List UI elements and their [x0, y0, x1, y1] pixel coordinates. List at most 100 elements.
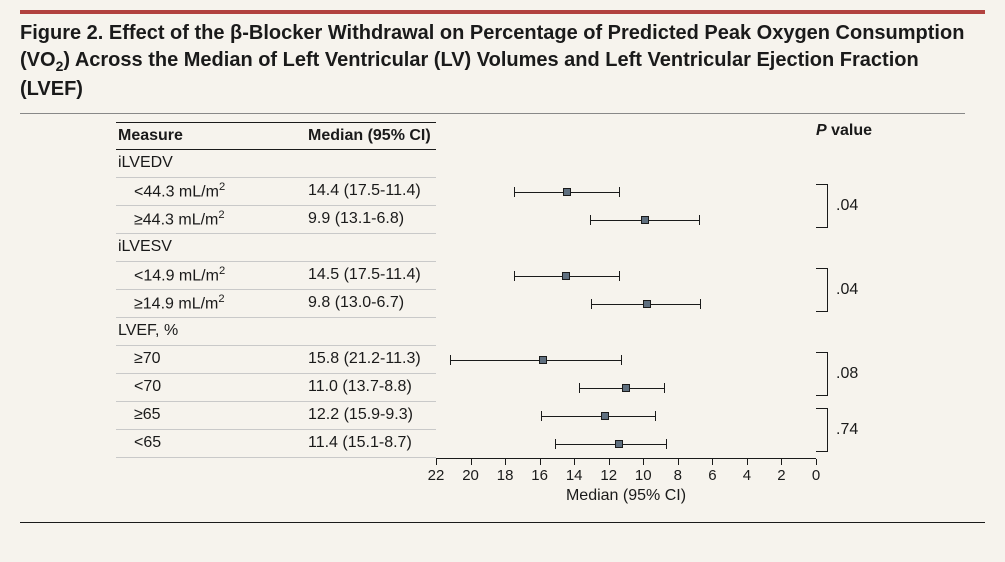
ci-whisker	[619, 271, 620, 281]
axis-tick-label: 22	[428, 467, 445, 484]
forest-row	[436, 262, 816, 290]
point-estimate-marker	[562, 272, 570, 280]
group-label: iLVESV	[116, 238, 308, 256]
axis-tick-label: 20	[462, 467, 479, 484]
row-median: 11.4 (15.1-8.7)	[308, 434, 436, 452]
ci-whisker	[450, 355, 451, 365]
forest-row	[436, 206, 816, 234]
plot-header-spacer	[436, 122, 816, 150]
table-row: ≥6512.2 (15.9-9.3)	[116, 402, 436, 430]
figure-content: Measure Median (95% CI) iLVEDV <44.3 mL/m…	[20, 122, 985, 506]
pvalue-text: .74	[836, 421, 858, 439]
forest-row	[436, 402, 816, 430]
axis-tick-label: 8	[674, 467, 682, 484]
header-measure: Measure	[116, 127, 308, 145]
pvalue-spacer	[816, 318, 916, 346]
plot-spacer-row	[436, 150, 816, 178]
row-measure: <14.9 mL/m2	[116, 265, 308, 285]
point-estimate-marker	[539, 356, 547, 364]
plot-spacer-row	[436, 234, 816, 262]
group-label: LVEF, %	[116, 322, 308, 340]
row-median: 9.9 (13.1-6.8)	[308, 210, 436, 228]
ci-whisker	[541, 411, 542, 421]
pvalue-brace-icon	[816, 408, 828, 452]
ci-whisker	[514, 187, 515, 197]
row-median: 12.2 (15.9-9.3)	[308, 406, 436, 424]
forest-row	[436, 178, 816, 206]
axis-tick	[436, 459, 437, 465]
pvalue-brace-icon	[816, 352, 828, 396]
point-estimate-marker	[622, 384, 630, 392]
axis-tick-label: 12	[600, 467, 617, 484]
pvalue-brace-icon	[816, 184, 828, 228]
axis-tick-label: 4	[743, 467, 751, 484]
row-median: 14.5 (17.5-11.4)	[308, 266, 436, 284]
row-measure: <70	[116, 378, 308, 396]
ci-whisker	[655, 411, 656, 421]
header-median: Median (95% CI)	[308, 127, 436, 145]
row-median: 11.0 (13.7-8.8)	[308, 378, 436, 396]
table-group-row: LVEF, %	[116, 318, 436, 346]
pvalue-pair: .08	[816, 346, 916, 402]
point-estimate-marker	[643, 300, 651, 308]
axis-tick	[747, 459, 748, 465]
axis-tick	[471, 459, 472, 465]
table-row: <6511.4 (15.1-8.7)	[116, 430, 436, 458]
table-column: Measure Median (95% CI) iLVEDV <44.3 mL/m…	[116, 122, 436, 506]
pvalue-pair: .74	[816, 402, 916, 458]
table-row: ≥7015.8 (21.2-11.3)	[116, 346, 436, 374]
row-measure: <65	[116, 434, 308, 452]
table-row: ≥44.3 mL/m29.9 (13.1-6.8)	[116, 206, 436, 234]
axis-tick-label: 18	[497, 467, 514, 484]
title-suffix: ) Across the Median of Left Ventricular …	[20, 49, 919, 100]
pvalue-brace-icon	[816, 268, 828, 312]
axis-tick	[505, 459, 506, 465]
point-estimate-marker	[641, 216, 649, 224]
pvalue-pair: .04	[816, 262, 916, 318]
axis-tick	[816, 459, 817, 465]
ci-whisker	[619, 187, 620, 197]
ci-whisker	[555, 439, 556, 449]
row-measure: ≥65	[116, 406, 308, 424]
point-estimate-marker	[601, 412, 609, 420]
table-group-row: iLVESV	[116, 234, 436, 262]
row-measure: ≥14.9 mL/m2	[116, 293, 308, 313]
pvalue-spacer	[816, 150, 916, 178]
ci-line	[541, 416, 655, 417]
axis-tick	[540, 459, 541, 465]
x-axis: Median (95% CI) 2220181614121086420	[436, 458, 816, 506]
point-estimate-marker	[563, 188, 571, 196]
table-row: <14.9 mL/m214.5 (17.5-11.4)	[116, 262, 436, 290]
axis-tick-label: 6	[708, 467, 716, 484]
ci-whisker	[664, 383, 665, 393]
pvalue-pair: .04	[816, 178, 916, 234]
forest-row	[436, 374, 816, 402]
row-measure: ≥44.3 mL/m2	[116, 209, 308, 229]
table-header-row: Measure Median (95% CI)	[116, 122, 436, 150]
pvalue-text: .04	[836, 197, 858, 215]
ci-whisker	[621, 355, 622, 365]
pvalue-spacer	[816, 234, 916, 262]
pvalue-text: .04	[836, 281, 858, 299]
axis-tick	[712, 459, 713, 465]
row-measure: <44.3 mL/m2	[116, 181, 308, 201]
axis-tick	[609, 459, 610, 465]
axis-tick-label: 10	[635, 467, 652, 484]
forest-row	[436, 346, 816, 374]
pvalue-column: P value .04.04.08.74	[816, 122, 916, 506]
ci-whisker	[700, 299, 701, 309]
ci-line	[450, 360, 621, 361]
forest-row	[436, 290, 816, 318]
ci-whisker	[699, 215, 700, 225]
axis-tick	[643, 459, 644, 465]
table-row: ≥14.9 mL/m29.8 (13.0-6.7)	[116, 290, 436, 318]
table-group-row: iLVEDV	[116, 150, 436, 178]
row-median: 14.4 (17.5-11.4)	[308, 182, 436, 200]
axis-tick-label: 0	[812, 467, 820, 484]
figure-frame: Figure 2. Effect of the β-Blocker Withdr…	[20, 10, 985, 523]
point-estimate-marker	[615, 440, 623, 448]
plot-spacer-row	[436, 318, 816, 346]
x-axis-title: Median (95% CI)	[566, 487, 686, 505]
ci-whisker	[591, 299, 592, 309]
axis-tick	[678, 459, 679, 465]
